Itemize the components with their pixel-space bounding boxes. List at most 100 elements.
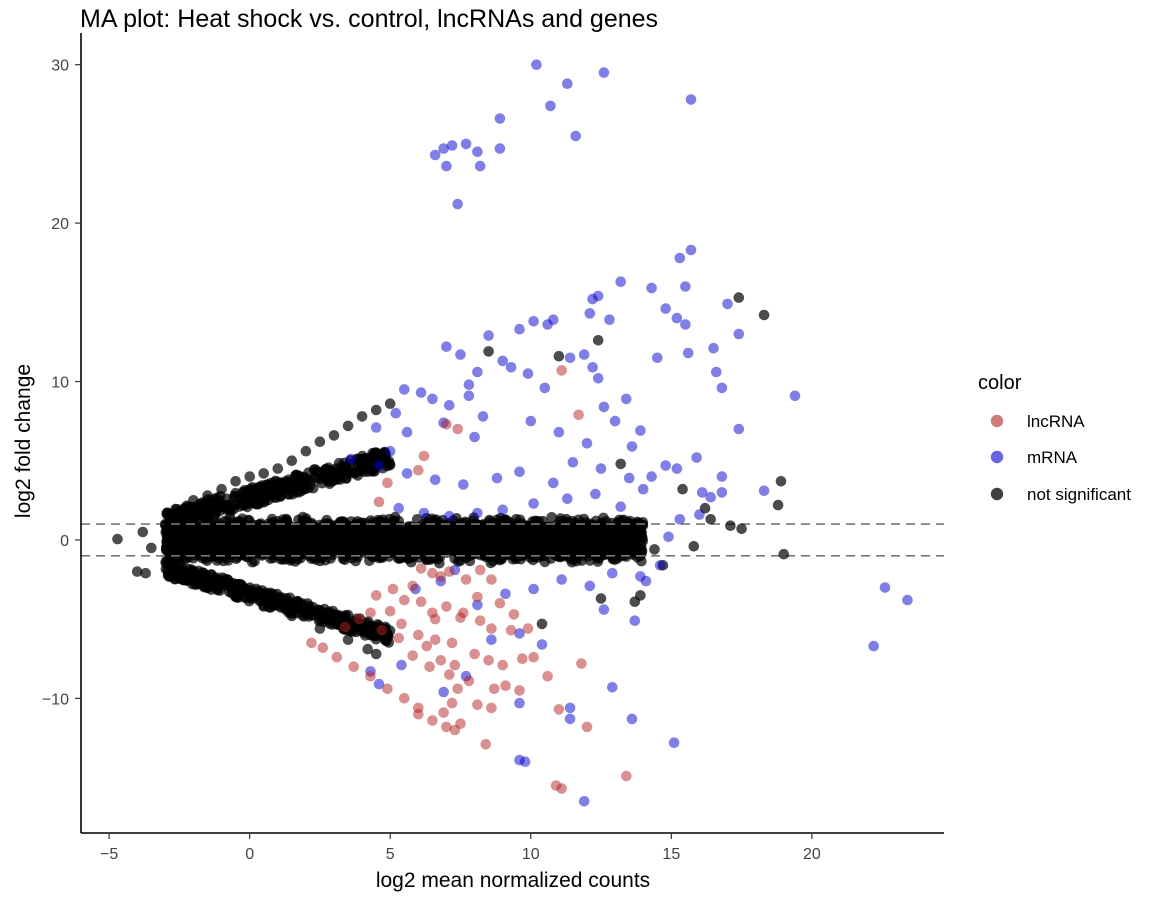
legend-key-mrna	[990, 450, 1004, 464]
bulk-point	[225, 504, 236, 515]
data-point	[525, 415, 537, 427]
data-point	[472, 366, 483, 378]
bulk-point	[232, 542, 244, 554]
series-mrna	[345, 59, 913, 807]
bulk-point	[325, 530, 337, 541]
bulk-point	[573, 548, 585, 559]
bulk-point	[210, 520, 221, 532]
bulk-point	[601, 541, 613, 553]
data-point	[188, 495, 199, 506]
data-point	[514, 323, 525, 335]
data-point	[399, 693, 410, 704]
bulk-point	[382, 538, 394, 549]
data-point	[441, 341, 452, 353]
y-tick-label: −10	[42, 691, 69, 708]
bulk-point	[265, 543, 277, 555]
data-point	[553, 350, 565, 362]
data-point	[528, 583, 539, 595]
data-point	[531, 59, 542, 70]
data-point	[592, 373, 604, 384]
data-point	[536, 618, 548, 630]
bulk-point	[359, 524, 371, 536]
bulk-point	[551, 519, 562, 531]
data-point	[868, 640, 879, 652]
bulk-point	[186, 516, 197, 528]
data-point	[505, 362, 517, 373]
bulk-point	[611, 533, 623, 545]
data-point	[244, 471, 255, 482]
data-point	[370, 590, 382, 601]
data-point	[441, 160, 452, 172]
bulk-point	[584, 524, 595, 535]
data-point	[562, 493, 573, 505]
data-point	[635, 590, 646, 601]
data-point	[463, 379, 475, 391]
data-point	[494, 598, 506, 609]
data-point	[592, 335, 604, 346]
bulk-point	[300, 473, 311, 484]
bulk-point	[214, 542, 225, 553]
data-point	[486, 634, 497, 645]
bulk-point	[195, 533, 206, 544]
data-point	[458, 607, 469, 619]
data-point	[407, 650, 419, 661]
data-point	[680, 319, 691, 330]
bulk-point	[243, 524, 255, 536]
data-point	[564, 352, 576, 364]
data-point	[444, 566, 455, 577]
data-point	[626, 713, 638, 725]
data-point	[772, 499, 784, 511]
data-point	[652, 352, 663, 364]
data-point	[413, 629, 424, 641]
data-point	[314, 623, 326, 634]
data-point	[514, 466, 525, 478]
data-point	[578, 349, 590, 360]
data-point	[376, 624, 388, 636]
data-point	[685, 244, 697, 256]
data-point	[607, 567, 618, 579]
data-point	[789, 390, 801, 402]
bulk-point	[408, 535, 419, 546]
bulk-point	[500, 514, 511, 525]
data-point	[677, 483, 688, 495]
y-axis-ticks: −10 0 10 20 30	[42, 58, 81, 708]
data-point	[553, 426, 565, 438]
data-point	[446, 637, 458, 649]
data-point	[705, 514, 716, 525]
y-tick-label: 20	[51, 216, 69, 233]
y-axis-title: log2 fold change	[12, 364, 35, 518]
data-point	[112, 533, 123, 545]
bulk-point	[618, 514, 629, 526]
data-point	[691, 452, 702, 463]
data-point	[578, 796, 590, 807]
data-point	[598, 401, 610, 413]
bulk-point	[279, 523, 290, 534]
bulk-point	[274, 488, 285, 500]
data-point	[500, 588, 511, 600]
data-point	[528, 651, 539, 663]
bulk-point	[267, 591, 278, 603]
bulk-point	[176, 515, 188, 527]
y-tick-label: 10	[51, 375, 69, 392]
data-point	[370, 648, 382, 660]
data-point	[384, 445, 396, 457]
data-point	[415, 387, 427, 398]
data-point	[483, 346, 494, 357]
data-point	[548, 477, 559, 489]
data-point	[615, 276, 626, 288]
bulk-point	[395, 551, 406, 563]
data-point	[522, 623, 534, 634]
data-point	[486, 623, 497, 634]
x-tick-label: 15	[662, 846, 680, 863]
data-point	[300, 445, 312, 457]
data-point	[427, 567, 438, 579]
data-point	[640, 575, 652, 587]
data-point	[396, 618, 407, 630]
data-point	[418, 450, 430, 462]
data-point	[595, 463, 607, 474]
series-lncrna	[306, 365, 632, 794]
data-point	[438, 686, 449, 698]
y-tick-label: 30	[51, 58, 69, 75]
legend-key-not-significant	[990, 487, 1004, 501]
data-point	[446, 140, 458, 151]
